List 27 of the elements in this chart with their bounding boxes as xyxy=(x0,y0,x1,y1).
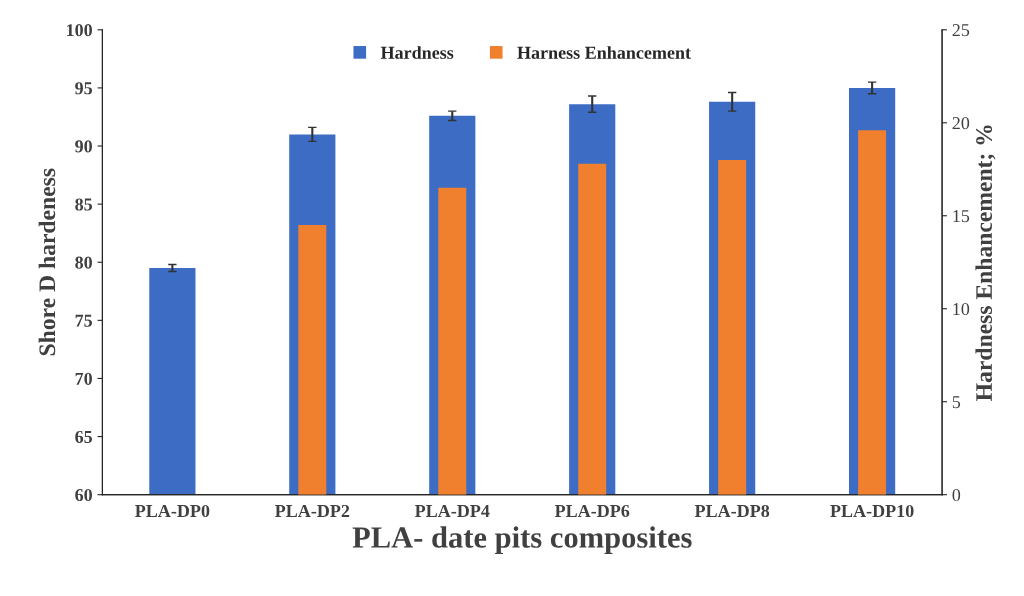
x-tick-label: PLA-DP4 xyxy=(414,505,490,517)
x-tick-label: PLA-DP10 xyxy=(830,504,914,518)
y-tick-label: 60 xyxy=(75,488,92,502)
x-tick-label: PLA-DP2 xyxy=(275,504,350,517)
y2-tick-label: 15 xyxy=(953,210,970,223)
y-tick-label: 90 xyxy=(75,140,92,153)
x-tick-label: PLA-DP0 xyxy=(135,504,210,518)
x-tick-label: PLA-DP6 xyxy=(554,504,630,518)
y2-tick-label: 25 xyxy=(952,24,970,37)
y-tick-label: 100 xyxy=(67,24,92,37)
y-tick-label: 85 xyxy=(75,198,93,211)
legend-label: Harness Enhancement xyxy=(517,46,691,59)
y-tick-label: 70 xyxy=(75,372,92,385)
y-tick-label: 80 xyxy=(75,256,92,269)
bar xyxy=(298,225,327,495)
y2-tick-label: 10 xyxy=(953,302,970,316)
y-tick-label: 65 xyxy=(75,430,93,444)
x-axis-title: PLA- date pits composites xyxy=(352,526,692,555)
y2-tick-label: 0 xyxy=(952,488,961,502)
y-tick-label: 95 xyxy=(75,82,93,95)
x-tick-label: PLA-DP8 xyxy=(694,504,770,518)
legend-label: Hardness xyxy=(380,46,454,59)
y2-tick-label: 5 xyxy=(952,396,961,409)
y-axis-title: Shore D hardeness xyxy=(38,168,56,356)
y-tick-label: 75 xyxy=(75,314,93,327)
y2-axis-title: Hardness Enhancement; % xyxy=(975,125,996,401)
y2-tick-label: 20 xyxy=(952,117,970,130)
